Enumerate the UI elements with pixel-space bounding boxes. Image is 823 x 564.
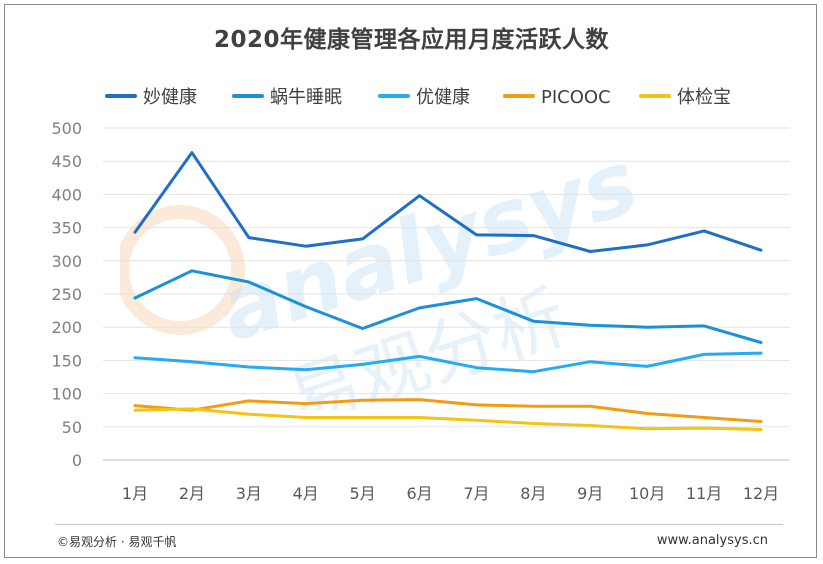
chart-title: 2020年健康管理各应用月度活跃人数 [213,27,609,53]
legend: 妙健康 蜗牛睡眠 优健康 PICOOC 体检宝 [105,87,731,108]
x-tick-label: 9月 [577,484,603,503]
x-tick-label: 1月 [122,484,148,503]
y-axis-ticks: 0 50 100 150 200 250 300 350 400 450 500 [51,119,82,470]
y-tick-label: 0 [72,451,82,470]
y-tick-label: 200 [51,318,82,337]
y-tick-label: 100 [51,385,82,404]
y-tick-label: 250 [51,285,82,304]
series-line-4 [133,407,763,431]
y-tick-label: 50 [62,418,82,437]
y-tick-label: 300 [51,252,82,271]
series-line-3 [133,398,763,423]
series-lines [133,151,763,431]
legend-label: 体检宝 [677,87,731,108]
y-tick-label: 350 [51,219,82,238]
footer-website: www.analysys.cn [656,533,768,548]
x-tick-label: 7月 [463,484,489,503]
footer-divider [55,524,783,525]
x-tick-label: 6月 [406,484,432,503]
x-tick-label: 4月 [293,484,319,503]
series-line-0 [133,151,763,253]
footer-source: ©易观分析 · 易观千帆 [57,535,177,549]
x-tick-label: 2月 [179,484,205,503]
legend-label: PICOOC [541,87,611,108]
x-axis-ticks: 1月 2月 3月 4月 5月 6月 7月 8月 9月 10月 11月 12月 [122,484,779,503]
y-tick-label: 150 [51,351,82,370]
y-tick-label: 400 [51,185,82,204]
legend-label: 妙健康 [143,87,197,108]
legend-label: 蜗牛睡眠 [270,87,342,108]
y-tick-label: 450 [51,152,82,171]
series-line-2 [133,351,763,374]
series-line-1 [133,269,763,344]
x-tick-label: 3月 [236,484,262,503]
y-tick-label: 500 [51,119,82,138]
legend-label: 优健康 [416,87,470,108]
x-tick-label: 11月 [686,484,722,503]
x-tick-label: 12月 [743,484,779,503]
x-tick-label: 10月 [629,484,665,503]
x-tick-label: 5月 [350,484,376,503]
x-tick-label: 8月 [520,484,546,503]
